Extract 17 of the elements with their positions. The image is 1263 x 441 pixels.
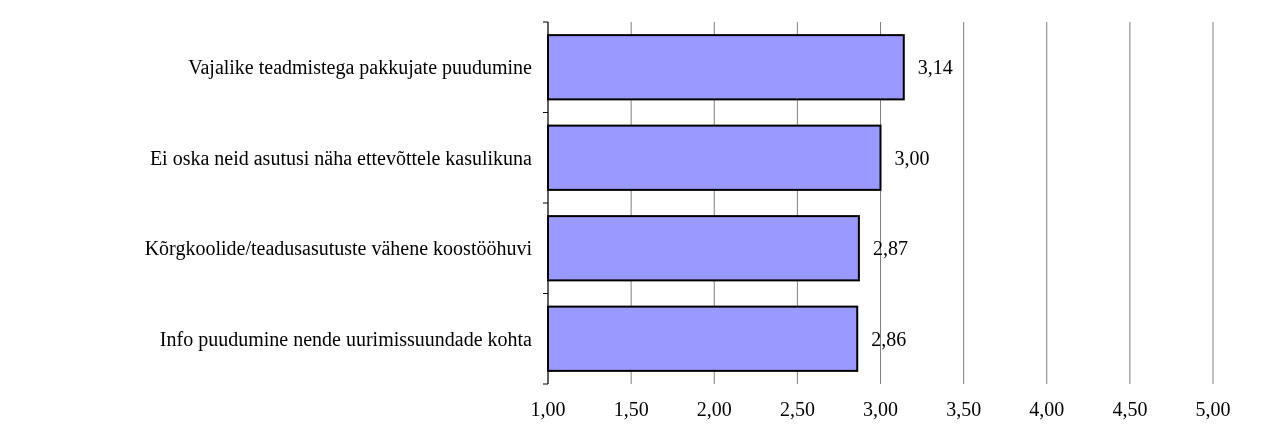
x-tick-label: 1,00 xyxy=(530,398,566,420)
x-tick-label: 4,50 xyxy=(1112,398,1148,420)
data-label: 3,14 xyxy=(917,56,953,79)
x-tick-label: 4,00 xyxy=(1029,398,1065,420)
x-tick-label: 3,00 xyxy=(863,398,898,420)
y-tick-label: Kõrgkoolide/teadusasutuste vähene koostööhuvi xyxy=(144,237,533,261)
x-tick-label: 1,50 xyxy=(613,398,649,420)
data-label: 2,86 xyxy=(871,327,907,350)
x-tick-label: 5,00 xyxy=(1195,398,1231,420)
y-tick-label: Ei oska neid asutusi näha ettevõttele kasulikuna xyxy=(149,146,533,169)
x-tick-label: 2,50 xyxy=(779,398,815,420)
x-tick-label: 2,00 xyxy=(696,398,732,420)
data-label: 2,87 xyxy=(872,237,908,260)
data-label: 3,00 xyxy=(894,146,930,169)
y-tick-label: Vajalike teadmistega pakkujate puudumine xyxy=(188,56,533,80)
y-tick-label: Info puudumine nende uurimissuundade kohta xyxy=(159,327,533,351)
x-tick-label: 3,50 xyxy=(946,398,982,420)
